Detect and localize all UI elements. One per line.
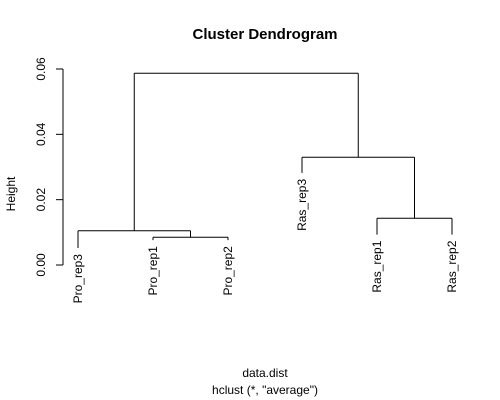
- leaf-label: Ras_rep1: [370, 240, 384, 292]
- method-sublabel: hclust (*, "average"): [212, 383, 318, 397]
- leaf-label: Ras_rep3: [295, 179, 309, 231]
- leaf-label: Ras_rep2: [445, 240, 459, 292]
- dendrogram-branches: [77, 72, 453, 249]
- leaf-label: Pro_rep1: [146, 246, 160, 296]
- leaf-labels: Pro_rep3 Pro_rep1 Pro_rep2 Ras_rep3 Ras_rep1…: [71, 179, 459, 304]
- y-tick-label: 0.02: [34, 188, 48, 212]
- y-tick-label: 0.06: [34, 57, 48, 81]
- y-ticks: 0.00 0.02 0.04 0.06: [34, 57, 63, 277]
- y-axis: 0.00 0.02 0.04 0.06: [34, 57, 64, 277]
- y-tick-label: 0.04: [34, 122, 48, 146]
- x-axis-label: data.dist: [242, 366, 288, 380]
- leaf-label: Pro_rep3: [71, 254, 85, 304]
- leaf-label: Pro_rep2: [221, 246, 235, 296]
- y-tick-label: 0.00: [34, 253, 48, 277]
- y-axis-label: Height: [4, 176, 18, 211]
- chart-title: Cluster Dendrogram: [192, 26, 337, 43]
